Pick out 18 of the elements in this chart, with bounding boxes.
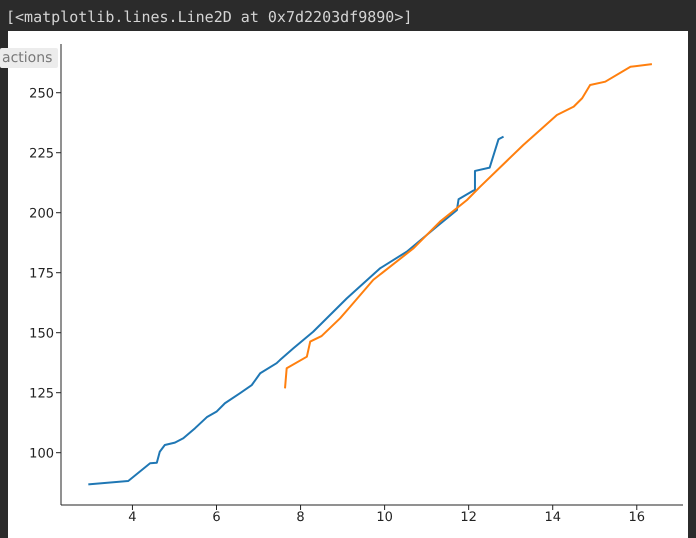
x-tick-label: 14 <box>544 510 561 526</box>
x-tick-label: 8 <box>296 510 305 526</box>
x-tick-label: 4 <box>128 510 137 526</box>
y-tick-label: 150 <box>29 326 54 342</box>
y-tick-label: 175 <box>29 266 54 282</box>
x-tick-label: 10 <box>376 510 393 526</box>
line-series <box>87 136 505 486</box>
y-tick-label: 100 <box>29 446 54 462</box>
y-tick-label: 250 <box>29 86 54 102</box>
y-tick-label: 125 <box>29 386 54 402</box>
y-tick-label: 200 <box>29 206 54 222</box>
x-tick-label: 16 <box>628 510 646 526</box>
x-tick-label: 12 <box>460 510 477 526</box>
x-tick-label: 6 <box>212 510 221 526</box>
line-series <box>284 63 653 390</box>
y-tick-label: 225 <box>29 146 54 162</box>
text: actions <box>0 48 58 68</box>
text: [<matplotlib.lines.Line2D at 0x7d2203df9890>] <box>6 8 412 26</box>
